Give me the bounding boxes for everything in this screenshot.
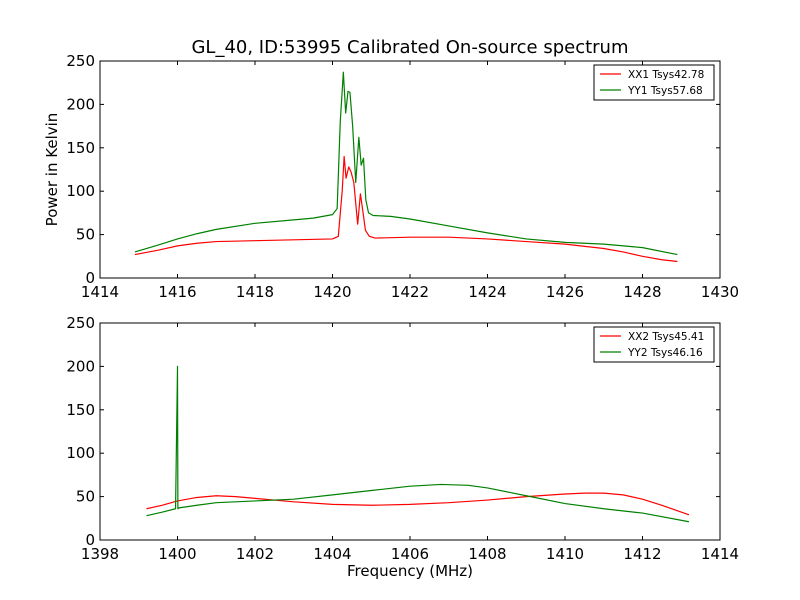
x-tick-label: 1428 <box>623 283 661 301</box>
y-tick-label: 50 <box>76 488 95 506</box>
y-tick-label: 100 <box>66 444 95 462</box>
y-tick-label: 150 <box>66 139 95 157</box>
x-tick-label: 1416 <box>158 283 196 301</box>
bottom-subplot: 1398 1400 1402 1404 1406 1408 1410 1412 1414 0 50 1… <box>66 314 739 580</box>
legend-entry: XX1 Tsys42.78 <box>628 69 704 81</box>
x-tick-label: 1418 <box>236 283 274 301</box>
figure-title: GL_40, ID:53995 Calibrated On-source spe… <box>191 37 628 58</box>
x-tick-label: 1420 <box>313 283 351 301</box>
x-tick-label: 1426 <box>546 283 584 301</box>
y-tick-label: 250 <box>66 314 95 332</box>
series-line-0 <box>134 155 678 263</box>
x-tick-label: 1412 <box>623 545 661 563</box>
y-tick-label: 0 <box>85 531 95 549</box>
y-tick-label: 100 <box>66 182 95 200</box>
series-line-1 <box>146 365 690 523</box>
x-axis-label: Frequency (MHz) <box>347 562 473 580</box>
series-line-0 <box>146 492 690 516</box>
x-tick-label: 1414 <box>81 283 119 301</box>
y-tick-label: 200 <box>66 357 95 375</box>
x-tick-label: 1398 <box>81 545 119 563</box>
series-line-1 <box>134 71 678 256</box>
legend-box <box>593 326 715 363</box>
y-tick-label: 0 <box>85 269 95 287</box>
top-subplot: 1414 1416 1418 1420 1422 1424 1426 1428 1430 0 50 1… <box>43 52 739 301</box>
x-tick-label: 1414 <box>701 545 739 563</box>
legend-box <box>593 64 715 101</box>
x-tick-label: 1400 <box>158 545 196 563</box>
y-tick-label: 250 <box>66 52 95 70</box>
x-tick-label: 1424 <box>468 283 506 301</box>
legend-entry: YY1 Tsys57.68 <box>627 85 703 97</box>
x-tick-label: 1410 <box>546 545 584 563</box>
x-tick-label: 1430 <box>701 283 739 301</box>
x-tick-label: 1404 <box>313 545 351 563</box>
x-tick-label: 1408 <box>468 545 506 563</box>
x-tick-label: 1422 <box>391 283 429 301</box>
y-tick-label: 150 <box>66 401 95 419</box>
x-tick-label: 1402 <box>236 545 274 563</box>
y-axis-label: Power in Kelvin <box>43 113 61 227</box>
y-tick-label: 50 <box>76 226 95 244</box>
x-tick-label: 1406 <box>391 545 429 563</box>
legend-entry: YY2 Tsys46.16 <box>627 347 703 359</box>
y-tick-label: 200 <box>66 95 95 113</box>
legend-entry: XX2 Tsys45.41 <box>628 331 704 343</box>
